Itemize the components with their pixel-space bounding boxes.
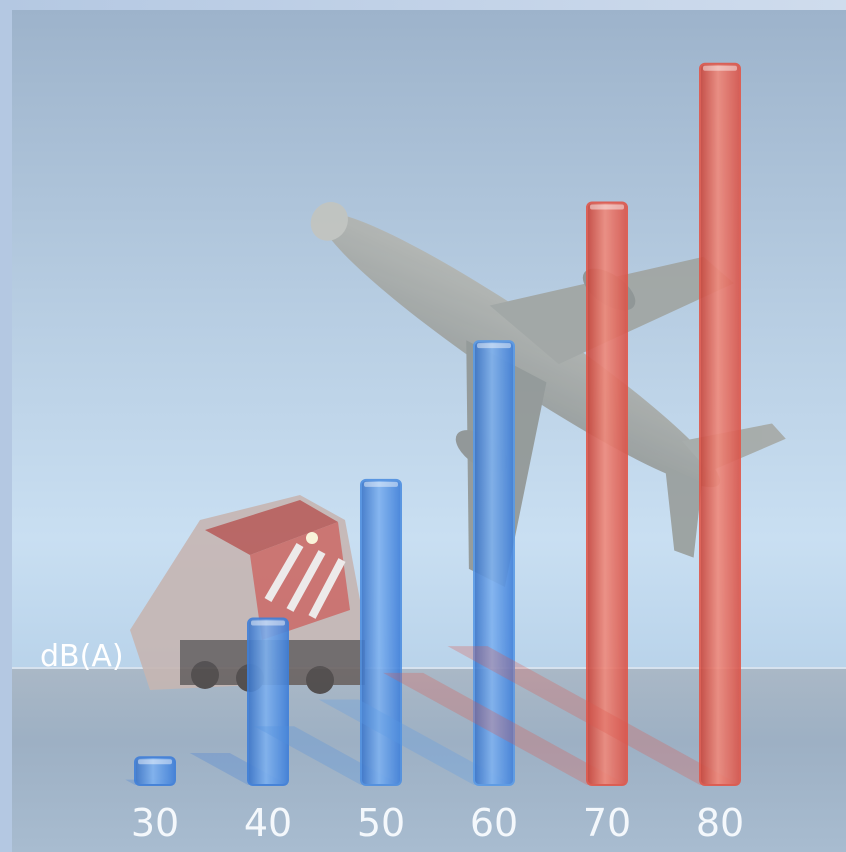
- bar-highlight-70: [590, 204, 624, 210]
- x-tick-label-70: 70: [583, 801, 631, 845]
- bar-50: [360, 478, 402, 786]
- bar-highlight-50: [364, 481, 398, 487]
- bar-shadow-80: [447, 646, 740, 785]
- bar-highlight-30: [138, 759, 172, 765]
- unit-label: dB(A): [40, 639, 124, 674]
- bar-80: [699, 62, 741, 787]
- bar-shadow-70: [383, 672, 627, 785]
- x-tick-label-50: 50: [357, 801, 405, 845]
- bar-highlight-40: [251, 620, 285, 626]
- bar-40: [247, 617, 289, 786]
- bar-shadow-60: [318, 699, 514, 785]
- x-tick-label-40: 40: [244, 801, 292, 845]
- bar-30: [134, 756, 176, 787]
- bars-group: [125, 62, 741, 787]
- x-tick-label-60: 60: [470, 801, 518, 845]
- bar-60: [473, 340, 515, 786]
- bar-highlight-80: [703, 65, 737, 71]
- x-tick-label-80: 80: [696, 801, 744, 845]
- train-stripes: [264, 542, 346, 619]
- x-tick-labels: 30 40 50 60 70 80: [131, 801, 744, 845]
- x-tick-label-30: 30: [131, 801, 179, 845]
- bar-70: [586, 201, 628, 786]
- bar-highlight-60: [477, 343, 511, 349]
